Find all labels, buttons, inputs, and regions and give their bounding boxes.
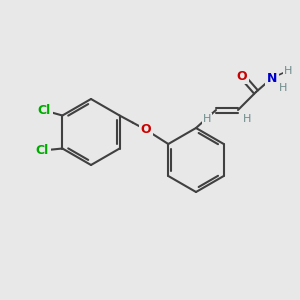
Text: H: H bbox=[284, 66, 292, 76]
Text: H: H bbox=[243, 114, 251, 124]
Text: Cl: Cl bbox=[36, 144, 49, 157]
Text: Cl: Cl bbox=[38, 104, 51, 117]
Text: N: N bbox=[267, 71, 277, 85]
Text: O: O bbox=[141, 123, 151, 136]
Text: O: O bbox=[237, 70, 247, 83]
Text: H: H bbox=[203, 114, 211, 124]
Text: H: H bbox=[279, 83, 287, 93]
